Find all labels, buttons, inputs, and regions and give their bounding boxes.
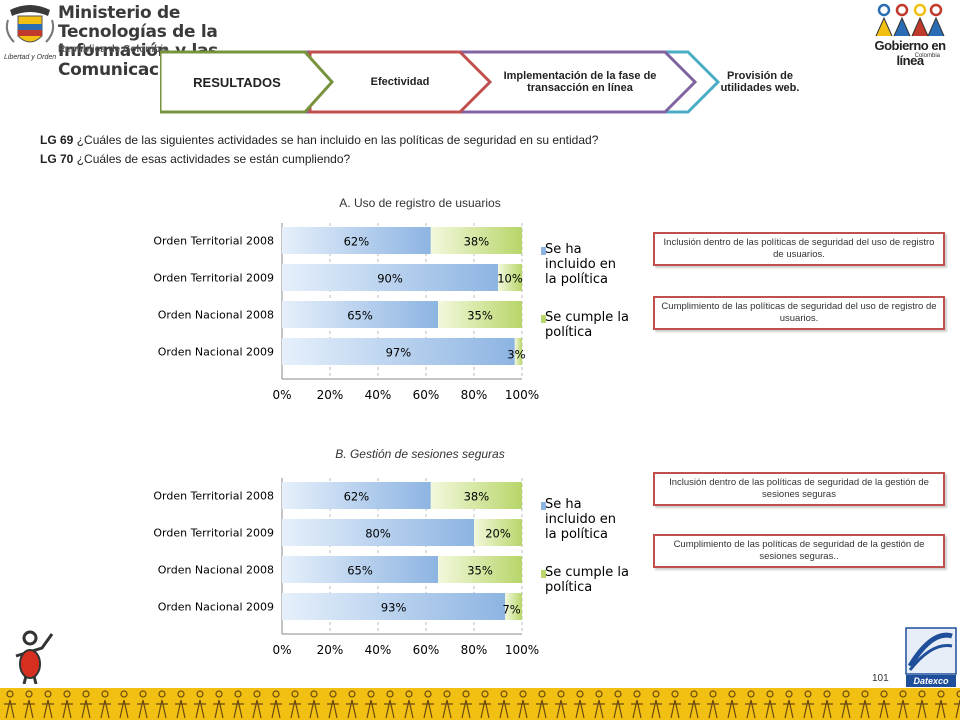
x-tick-label: 0% [272,643,291,657]
question-text: ¿Cuáles de las siguientes actividades se… [76,133,599,147]
bar-se-ha-incluido [282,301,438,328]
gel-logo-text: Gobierno en línea [874,38,946,68]
data-label: 3% [507,348,525,362]
bar-se-cumple [438,556,522,583]
bar-se-ha-incluido [282,593,506,620]
note-inclusion-sesiones: Inclusión dentro de las políticas de seg… [653,472,945,506]
category-label: Orden Nacional 2008 [158,309,274,322]
data-label: 62% [344,490,370,504]
bar-se-ha-incluido [282,227,431,254]
data-label: 65% [347,309,373,323]
bar-se-ha-incluido [282,482,431,509]
tab-implementacion[interactable]: Implementación de la fase de transacción… [503,70,657,94]
data-label: 93% [381,601,407,615]
tab-resultados[interactable]: RESULTADOS [193,74,281,90]
x-tick-label: 20% [317,643,344,657]
x-tick-label: 100% [505,388,539,402]
data-label: 10% [497,272,523,286]
data-label: 90% [377,272,403,286]
note-inclusion-registro: Inclusión dentro de las políticas de seg… [653,232,945,266]
person-waving-icon [15,630,54,684]
category-label: Orden Nacional 2008 [158,564,274,577]
legend-label: Se cumple la política [545,310,629,340]
datexco-emblem-icon [905,627,957,675]
people-figures-icon [875,3,945,37]
bar-se-ha-incluido [282,556,438,583]
tab-efectividad[interactable]: Efectividad [370,76,430,88]
data-label: 80% [365,527,391,541]
x-tick-label: 40% [365,388,392,402]
datexco-text: Datexco [906,675,956,687]
x-tick-label: 60% [413,388,440,402]
bar-se-cumple [430,482,522,509]
legend-swatch [541,247,546,255]
category-label: Orden Territorial 2009 [153,272,274,285]
category-label: Orden Nacional 2009 [158,346,274,359]
ministry-subtitle: República de Colombia [58,44,169,55]
x-tick-label: 80% [461,388,488,402]
legend-label: Se cumple la política [545,565,629,595]
page-number: 101 [872,673,889,684]
data-label: 35% [467,564,493,578]
note-cumplimiento-registro: Cumplimiento de las políticas de segurid… [653,296,945,330]
bar-se-cumple [505,593,522,620]
legend-label: Se ha incluido en la política [545,242,616,287]
colombia-coat-of-arms-icon [5,5,55,43]
question-lg69: LG 69 ¿Cuáles de las siguientes activida… [40,133,598,147]
x-tick-label: 100% [505,643,539,657]
data-label: 7% [502,603,520,617]
legend-label: Se ha incluido en la política [545,497,616,542]
gobierno-en-linea-logo: Gobierno en línea Colombia [870,2,950,68]
legend-swatch [541,315,546,323]
bar-se-ha-incluido [282,338,515,365]
legend-swatch [541,570,546,578]
people-pattern-icon [4,690,960,719]
bar-se-cumple [498,264,522,291]
bar-se-cumple [430,227,522,254]
question-text: ¿Cuáles de esas actividades se están cum… [76,152,351,166]
chart-a: Orden Territorial 2008 62% 38% Orden Territ… [153,223,629,402]
datexco-logo: Datexco [902,626,958,688]
legend-swatch [541,502,546,510]
bar-se-ha-incluido [282,519,474,546]
bar-se-cumple [514,338,522,365]
x-tick-label: 20% [317,388,344,402]
data-label: 20% [485,527,511,541]
data-label: 97% [386,346,412,360]
data-label: 38% [464,235,490,249]
category-label: Orden Territorial 2008 [153,490,274,503]
footer-decorative-band [0,688,960,720]
data-label: 35% [467,309,493,323]
bar-se-cumple [438,301,522,328]
question-code: LG 69 [40,133,74,147]
bar-se-ha-incluido [282,264,498,291]
chart-b-title: B. Gestión de sesiones seguras [335,447,505,461]
data-label: 65% [347,564,373,578]
category-label: Orden Territorial 2009 [153,527,274,540]
category-label: Orden Nacional 2009 [158,601,274,614]
note-cumplimiento-sesiones: Cumplimiento de las políticas de segurid… [653,534,945,568]
section-tabs [160,50,721,114]
data-label: 38% [464,490,490,504]
x-tick-label: 60% [413,643,440,657]
tab-provision[interactable]: Provisión de utilidades web. [720,70,800,94]
bar-se-cumple [474,519,522,546]
category-label: Orden Territorial 2008 [153,235,274,248]
x-tick-label: 40% [365,643,392,657]
tab-resultados-shape[interactable] [160,50,335,114]
chart-a-title: A. Uso de registro de usuarios [339,196,501,210]
gel-logo-subtitle: Colombia [914,53,940,59]
question-lg70: LG 70 ¿Cuáles de esas actividades se est… [40,152,350,166]
data-label: 62% [344,235,370,249]
question-code: LG 70 [40,152,74,166]
x-tick-label: 80% [461,643,488,657]
ministry-motto: Libertad y Orden [4,54,57,61]
x-tick-label: 0% [272,388,291,402]
chart-b: Orden Territorial 2008 62% 38% Orden Territ… [153,478,629,657]
